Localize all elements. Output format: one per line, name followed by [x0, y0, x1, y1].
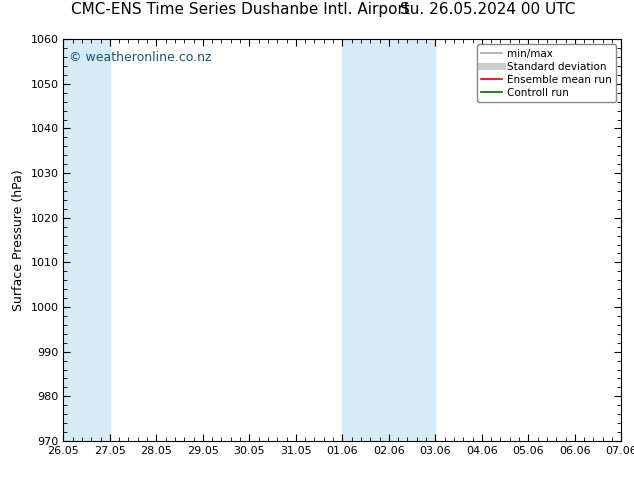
- Legend: min/max, Standard deviation, Ensemble mean run, Controll run: min/max, Standard deviation, Ensemble me…: [477, 45, 616, 102]
- Text: CMC-ENS Time Series Dushanbe Intl. Airport: CMC-ENS Time Series Dushanbe Intl. Airpo…: [72, 2, 410, 17]
- Text: © weatheronline.co.nz: © weatheronline.co.nz: [69, 51, 212, 64]
- Y-axis label: Surface Pressure (hPa): Surface Pressure (hPa): [12, 169, 25, 311]
- Bar: [342, 39, 436, 441]
- Text: Su. 26.05.2024 00 UTC: Su. 26.05.2024 00 UTC: [401, 2, 576, 17]
- Bar: [63, 39, 110, 441]
